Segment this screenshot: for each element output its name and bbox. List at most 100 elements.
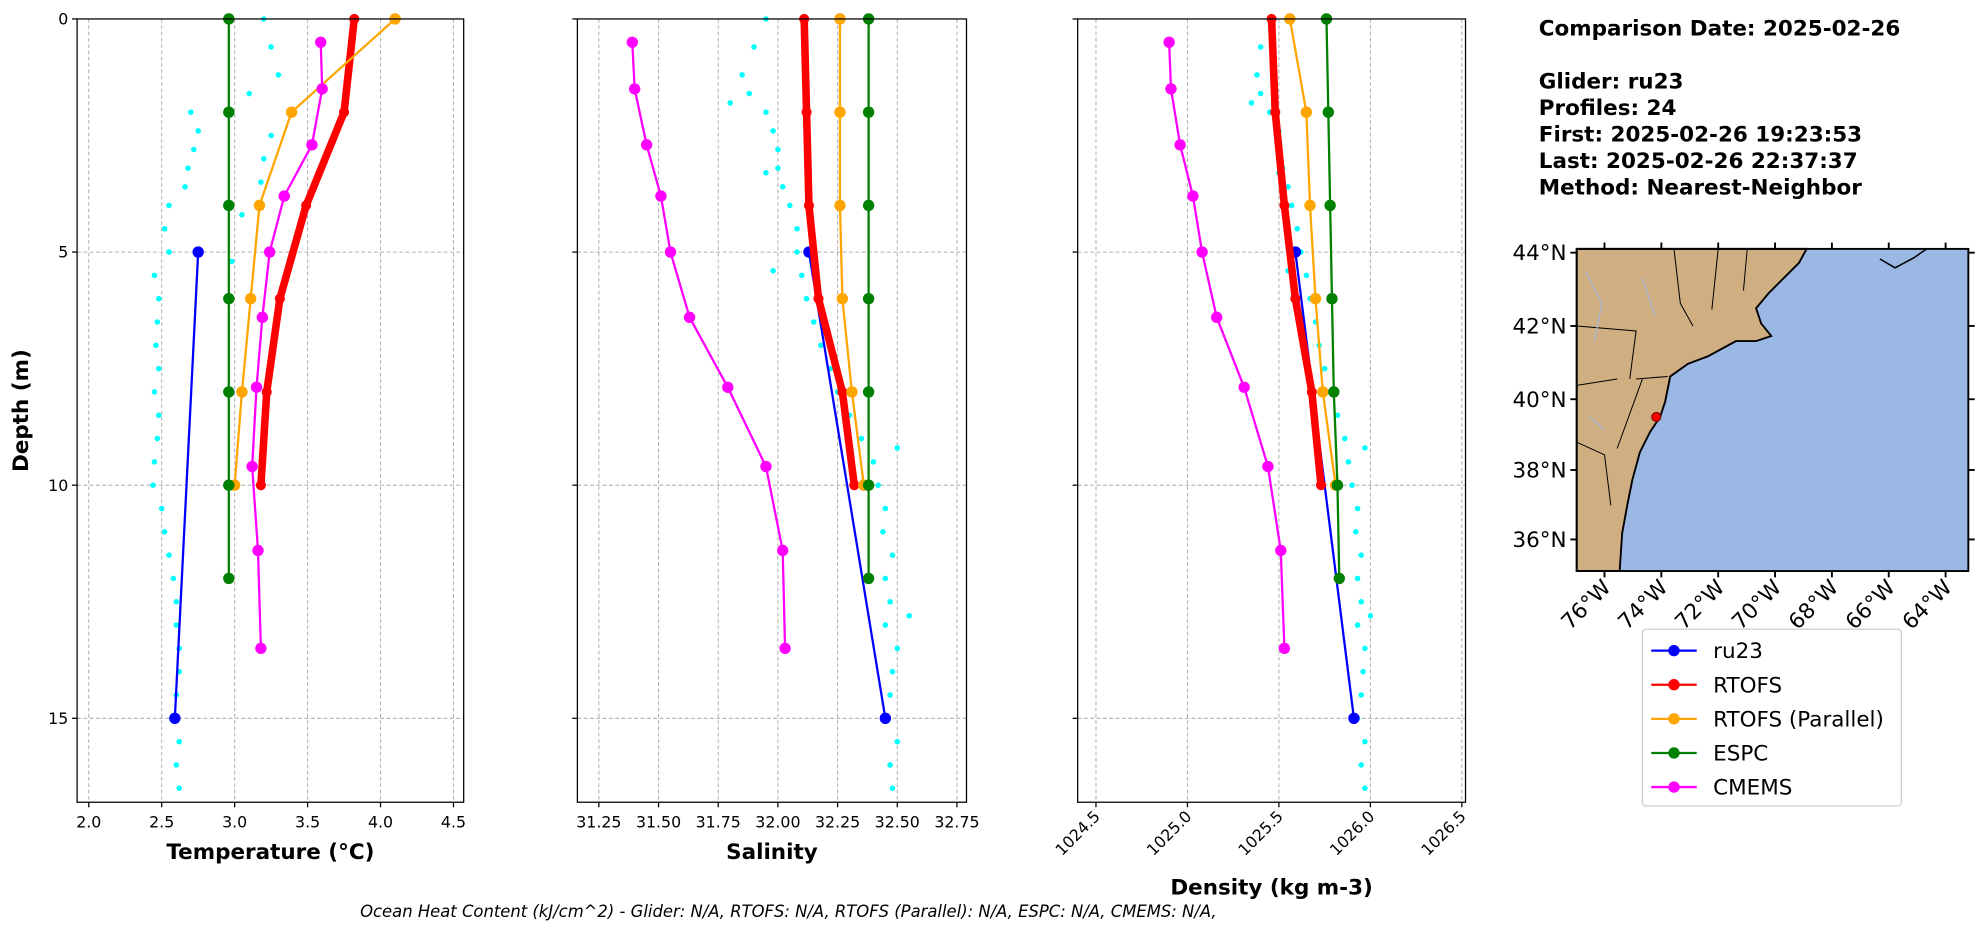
map-borders: [1576, 248, 1748, 506]
glider-point: [150, 482, 156, 488]
series-marker: [301, 200, 312, 211]
series-marker: [250, 381, 263, 393]
series-marker: [760, 460, 772, 473]
glider-point: [258, 179, 264, 185]
map-lon-label: 64°W: [1898, 575, 1958, 635]
series-marker: [862, 479, 875, 491]
x-tick-label: 3.5: [295, 812, 320, 831]
glider-point: [887, 762, 893, 768]
x-tick-label: 31.25: [576, 812, 621, 831]
series-marker: [834, 106, 846, 118]
series-marker: [640, 139, 653, 151]
series-marker: [664, 246, 677, 258]
series-marker: [285, 106, 298, 118]
glider-point: [156, 295, 162, 302]
legend-marker: [1668, 644, 1680, 657]
glider-point: [889, 668, 896, 675]
x-tick-label: 1026.0: [1326, 807, 1378, 859]
map-rivers: [1584, 271, 1656, 431]
series-marker: [1196, 246, 1208, 258]
series-marker: [1270, 107, 1281, 118]
glider-point: [775, 165, 781, 171]
x-tick-label: 4.5: [441, 812, 466, 831]
glider-point: [176, 785, 182, 792]
glider-point: [887, 598, 893, 605]
series-marker: [263, 246, 276, 258]
glider-point: [1288, 202, 1295, 209]
glider-point: [268, 44, 274, 50]
series-marker: [862, 572, 875, 585]
series-marker: [862, 293, 875, 305]
glider-point: [173, 762, 180, 768]
series-marker: [252, 544, 264, 557]
glider-point: [151, 389, 158, 395]
series-marker: [223, 106, 235, 118]
series-marker: [1279, 200, 1290, 211]
series-marker: [256, 311, 269, 324]
x-axis-label: Density (kg m-3): [1170, 875, 1373, 900]
series-marker: [837, 386, 848, 397]
legend-box: [1641, 628, 1903, 807]
map-coast: [1879, 248, 1928, 269]
map-lat-label: 38°N: [1512, 459, 1566, 484]
series-marker: [245, 293, 257, 305]
series-marker: [223, 479, 235, 491]
glider-point: [882, 575, 889, 582]
glider-point: [882, 505, 889, 512]
x-tick-label: 32.25: [815, 812, 860, 831]
info-line: Profiles: 24: [1539, 96, 1677, 121]
series-line: [631, 42, 787, 649]
x-tick-label: 2.5: [149, 812, 174, 831]
glider-point: [156, 412, 162, 419]
map-lat-label: 44°N: [1512, 241, 1566, 266]
glider-point: [275, 72, 282, 78]
series-marker: [776, 544, 789, 557]
info-title: Comparison Date: 2025-02-26: [1539, 16, 1900, 41]
map-frame: [1575, 247, 1970, 572]
series-marker: [255, 480, 266, 491]
series-marker: [1324, 199, 1336, 212]
series-line: [257, 18, 359, 486]
glider-point: [794, 249, 800, 255]
series-marker: [1331, 479, 1344, 491]
series-marker: [339, 107, 350, 118]
series-marker: [1304, 199, 1316, 212]
series-marker: [223, 199, 235, 212]
legend-label: ESPC: [1713, 742, 1768, 767]
glider-point: [170, 575, 177, 582]
glider-point: [906, 612, 912, 619]
glider-point: [153, 342, 159, 349]
map-lon-label: 70°W: [1727, 575, 1787, 635]
series-marker: [1306, 386, 1317, 397]
series-marker: [626, 36, 638, 48]
series-line: [173, 252, 200, 719]
info-line: First: 2025-02-26 19:23:53: [1539, 122, 1862, 147]
glider-point: [161, 225, 168, 232]
map-lat-label: 40°N: [1512, 388, 1566, 413]
series-marker: [862, 386, 875, 398]
glider-point: [261, 156, 267, 162]
series-marker: [801, 107, 812, 118]
series-line: [800, 18, 859, 486]
series-marker: [278, 190, 290, 202]
series-marker: [306, 139, 318, 151]
series-marker: [274, 293, 285, 304]
glider-point: [1334, 412, 1341, 419]
map-lon-label: 68°W: [1784, 575, 1844, 635]
y-tick-label: 15: [48, 709, 68, 728]
glider-point: [1352, 529, 1359, 535]
glider-point: [810, 319, 817, 325]
glider-point: [166, 249, 172, 255]
x-tick-label: 1024.5: [1051, 807, 1103, 859]
series-marker: [1275, 544, 1287, 557]
series-marker: [316, 83, 328, 95]
map-lat-label: 42°N: [1512, 315, 1566, 340]
x-tick-label: 4.0: [368, 812, 393, 831]
y-tick-label: 10: [48, 476, 68, 495]
glider-point: [188, 109, 194, 115]
series-marker: [1300, 106, 1313, 118]
legend-label: RTOFS (Parallel): [1713, 707, 1884, 732]
info-line: Glider: ru23: [1539, 69, 1684, 94]
glider-point: [1362, 785, 1368, 792]
glider-point: [166, 552, 172, 558]
